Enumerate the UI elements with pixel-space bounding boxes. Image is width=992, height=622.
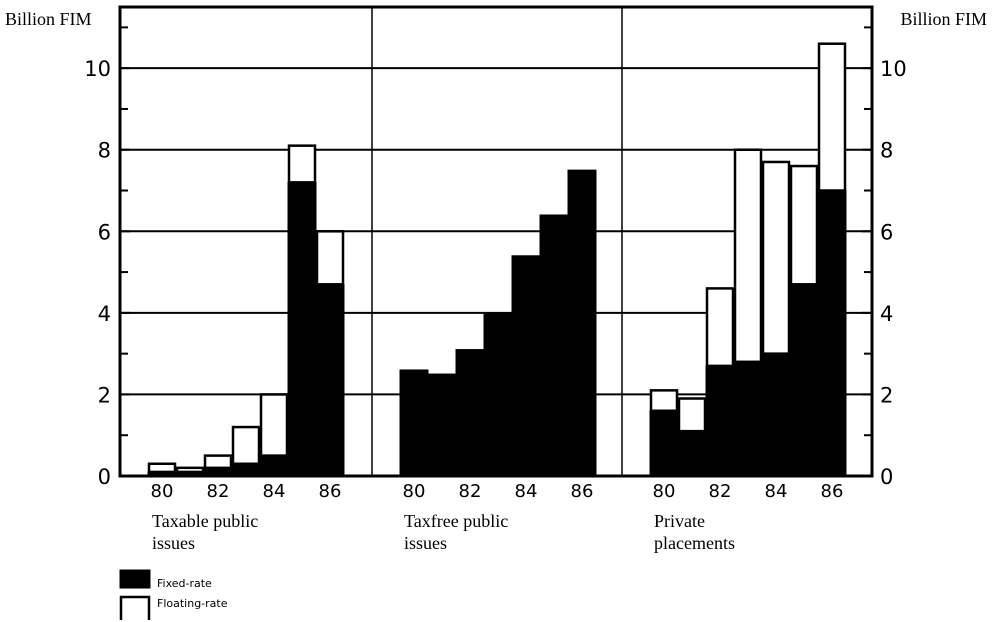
y-tick-label-left: 8 [98,139,111,163]
x-tick-label: 80 [653,481,676,502]
bar-floating-rate [315,230,345,286]
bar-fixed-rate [455,349,485,477]
y-tick-label-left: 6 [98,220,111,244]
y-axis-unit-right: Billion FIM [900,9,987,29]
bar-fixed-rate [427,373,457,477]
x-tick-label: 86 [821,481,844,502]
legend-label-fixed-rate: Fixed-rate [157,577,212,590]
x-tick-label: 84 [515,481,538,502]
bar-fixed-rate [287,181,317,477]
panel-label: issues [152,533,195,553]
x-tick-label: 82 [709,481,732,502]
bar-floating-rate [259,393,289,457]
bar-fixed-rate [677,430,707,477]
x-tick-label: 86 [319,481,342,502]
panel-label: placements [654,533,735,553]
bar-fixed-rate [259,455,289,477]
bar-fixed-rate [511,255,541,477]
bar-fixed-rate [649,410,679,477]
x-tick-label: 82 [459,481,482,502]
bar-floating-rate [287,144,317,184]
x-tick-label: 82 [207,481,230,502]
panel-label: issues [404,533,447,553]
bar-fixed-rate [315,283,345,477]
panel-label: Private [654,511,705,531]
bar-floating-rate [705,287,735,368]
bar-floating-rate [175,466,205,474]
panel-label: Taxfree public [404,511,508,531]
bar-fixed-rate [539,214,569,477]
bar-floating-rate [203,454,233,470]
y-tick-label-left: 10 [84,57,111,81]
panel-label: Taxable public [152,511,258,531]
bar-fixed-rate [399,369,429,477]
bar-fixed-rate [733,361,763,477]
x-tick-label: 80 [151,481,174,502]
bar-floating-rate [761,160,791,355]
y-tick-label-left: 4 [98,302,111,326]
bar-fixed-rate [705,365,735,477]
y-axis-unit-left: Billion FIM [5,9,92,29]
bar-floating-rate [147,462,177,474]
x-tick-label: 84 [263,481,286,502]
x-tick-label: 84 [765,481,788,502]
y-tick-label-right: 10 [880,57,907,81]
legend-label-floating-rate: Floating-rate [157,597,228,610]
bar-fixed-rate [567,169,597,477]
plot-frame [118,5,874,478]
bar-floating-rate [817,42,847,192]
bar-floating-rate [789,164,819,286]
bar-floating-rate [677,397,707,433]
bar-fixed-rate [761,353,791,477]
y-tick-label-right: 4 [880,302,893,326]
y-tick-label-right: 0 [880,465,893,489]
legend-swatch-fixed-rate [119,569,151,589]
y-tick-label-left: 2 [98,383,111,407]
y-tick-label-left: 0 [98,465,111,489]
bar-fixed-rate [789,283,819,477]
bar-fixed-rate [817,190,847,477]
legend-swatch-floating-rate [119,595,151,620]
bar-floating-rate [231,425,261,466]
y-tick-label-right: 8 [880,139,893,163]
x-tick-label: 86 [571,481,594,502]
y-tick-label-right: 2 [880,383,893,407]
bar-floating-rate [649,389,679,412]
bar-fixed-rate [231,463,261,477]
y-tick-label-right: 6 [880,220,893,244]
bar-fixed-rate [483,312,513,477]
bar-floating-rate [733,148,763,364]
x-tick-label: 80 [403,481,426,502]
